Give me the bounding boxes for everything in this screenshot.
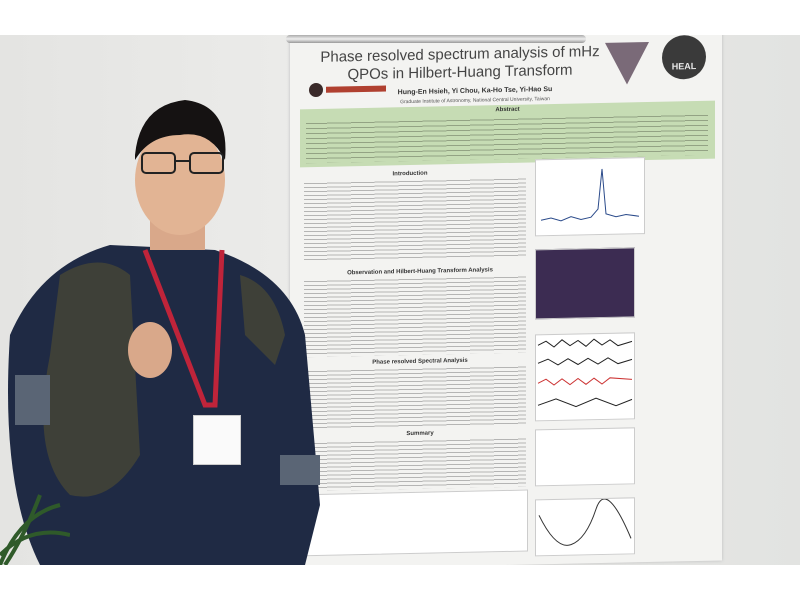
person: [8, 100, 320, 565]
figure-caption: [645, 171, 705, 172]
name-badge: [193, 415, 241, 465]
poster-title: Phase resolved spectrum analysis of mHz …: [320, 43, 600, 84]
university-logo: [308, 79, 388, 99]
abstract-text: [306, 112, 708, 164]
figure-phase: [535, 427, 635, 487]
poster-rod: [286, 35, 586, 43]
figure-imf: [535, 332, 635, 422]
heal-logo: HEAL: [662, 35, 706, 80]
figure-light-curve: [535, 157, 645, 237]
abstract-box: Abstract: [300, 100, 715, 168]
poster: Phase resolved spectrum analysis of mHz …: [290, 35, 722, 565]
institute-logo: [605, 42, 649, 85]
figure-modulation: [535, 497, 635, 557]
photo: Phase resolved spectrum analysis of mHz …: [0, 35, 800, 565]
figure-spectrogram: [535, 247, 635, 320]
plant: [0, 494, 70, 565]
